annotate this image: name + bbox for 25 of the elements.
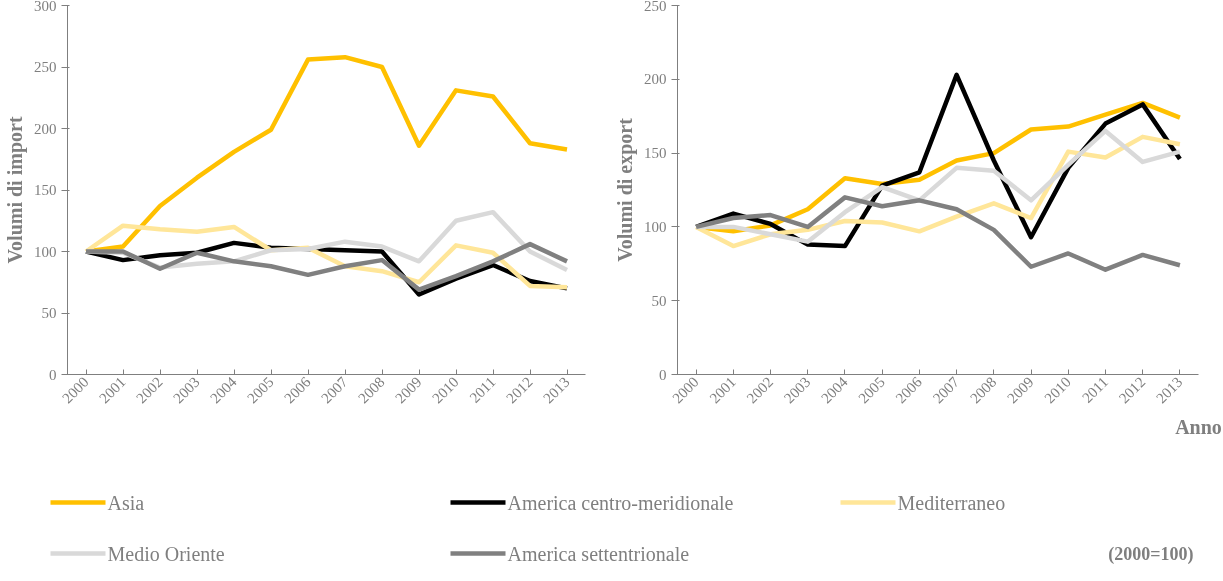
x-axis-title: Anno bbox=[1175, 415, 1222, 438]
legend-label: Medio Oriente bbox=[107, 542, 225, 565]
y-tick-label: 250 bbox=[34, 59, 57, 75]
x-tick-label: 2011 bbox=[466, 373, 499, 406]
y-tick-label: 0 bbox=[659, 366, 667, 383]
y-tick-label: 50 bbox=[41, 305, 57, 321]
line-series bbox=[693, 195, 1183, 272]
y-tick-label: 150 bbox=[644, 145, 667, 162]
y-tick-label: 0 bbox=[49, 366, 57, 383]
legend-label: Asia bbox=[107, 491, 145, 514]
y-axis-title: Volumi di import bbox=[4, 116, 27, 264]
y-tick-label: 100 bbox=[644, 218, 667, 235]
y-tick-label: 50 bbox=[651, 292, 667, 309]
legend-label: America centro-meridionale bbox=[507, 491, 734, 514]
y-tick-label: 300 bbox=[34, 0, 57, 14]
y-tick-label: 100 bbox=[34, 243, 57, 260]
y-axis-title: Volumi di export bbox=[614, 117, 637, 262]
text: (2000=100) bbox=[1108, 543, 1194, 565]
y-tick-label: 200 bbox=[34, 120, 57, 137]
y-tick-label: 250 bbox=[644, 0, 667, 14]
y-tick-label: 200 bbox=[644, 71, 667, 88]
y-tick-label: 150 bbox=[34, 182, 57, 198]
x-tick-label: 2011 bbox=[1078, 373, 1112, 406]
legend-label: America settentrionale bbox=[507, 542, 690, 565]
legend-label: Mediterraneo bbox=[897, 491, 1006, 514]
